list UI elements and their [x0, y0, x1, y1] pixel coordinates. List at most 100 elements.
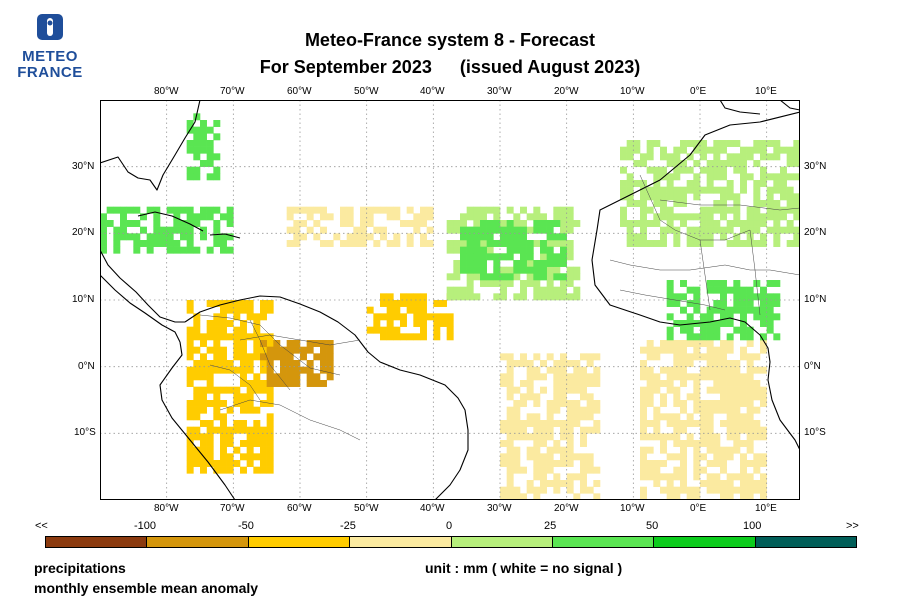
- anomaly-cell: [526, 253, 534, 261]
- anomaly-cell: [206, 426, 214, 434]
- anomaly-cell: [653, 220, 661, 227]
- anomaly-cell: [186, 173, 194, 181]
- anomaly-cell: [353, 233, 361, 241]
- anomaly-cell: [220, 313, 227, 321]
- anomaly-cell: [713, 386, 721, 394]
- anomaly-cell: [666, 180, 674, 187]
- anomaly-cell: [620, 220, 627, 227]
- anomaly-cell: [620, 180, 627, 187]
- anomaly-cell: [780, 193, 787, 201]
- anomaly-cell: [753, 380, 761, 387]
- anomaly-cell: [640, 366, 647, 374]
- anomaly-cell: [566, 266, 574, 274]
- anomaly-cell: [426, 240, 434, 247]
- lon-label-top-5: 30°W: [487, 86, 512, 97]
- anomaly-cell: [546, 466, 554, 474]
- anomaly-cell: [486, 246, 494, 254]
- anomaly-cell: [566, 280, 574, 287]
- anomaly-cell: [793, 226, 800, 234]
- anomaly-cell: [500, 293, 507, 301]
- anomaly-cell: [200, 393, 207, 401]
- anomaly-cell: [553, 220, 561, 227]
- anomaly-cell: [513, 246, 521, 254]
- anomaly-cells: [100, 113, 800, 500]
- anomaly-cell: [640, 406, 647, 414]
- anomaly-cell: [760, 473, 767, 481]
- anomaly-cell: [566, 453, 574, 461]
- anomaly-cell: [173, 246, 181, 254]
- anomaly-cell: [640, 240, 647, 247]
- anomaly-cell: [153, 220, 161, 227]
- anomaly-cell: [453, 293, 461, 301]
- anomaly-cell: [706, 166, 714, 174]
- anomaly-cell: [360, 233, 367, 241]
- anomaly-cell: [760, 293, 767, 301]
- anomaly-cell: [206, 366, 214, 374]
- anomaly-cell: [706, 206, 714, 214]
- anomaly-cell: [520, 393, 527, 401]
- anomaly-cell: [713, 353, 721, 361]
- anomaly-cell: [453, 220, 461, 227]
- anomaly-cell: [726, 406, 734, 414]
- anomaly-cell: [760, 306, 767, 314]
- anomaly-cell: [560, 220, 567, 227]
- anomaly-cell: [660, 486, 667, 494]
- anomaly-cell: [726, 186, 734, 194]
- anomaly-cell: [126, 233, 134, 241]
- anomaly-cell: [726, 386, 734, 394]
- anomaly-cell: [653, 406, 661, 414]
- colorbar-swatch-6: [654, 537, 756, 547]
- anomaly-cell: [666, 286, 674, 294]
- anomaly-cell: [293, 233, 301, 241]
- anomaly-cell: [386, 300, 394, 307]
- title-line1: Meteo-France system 8 - Forecast: [304, 30, 596, 50]
- anomaly-cell: [120, 206, 127, 214]
- anomaly-cell: [753, 480, 761, 487]
- anomaly-cell: [640, 386, 647, 394]
- anomaly-cell: [553, 400, 561, 407]
- colorbar-swatch-5: [552, 537, 655, 547]
- anomaly-cell: [193, 386, 201, 394]
- anomaly-cell: [726, 413, 734, 421]
- anomaly-cell: [540, 220, 547, 227]
- anomaly-cell: [733, 206, 741, 214]
- logo-text-line1: METEO: [22, 48, 78, 65]
- anomaly-cell: [760, 486, 767, 494]
- anomaly-cell: [693, 420, 701, 427]
- anomaly-cell: [233, 460, 241, 467]
- anomaly-cell: [173, 206, 181, 214]
- anomaly-cell: [553, 380, 561, 387]
- anomaly-cell: [420, 306, 427, 314]
- anomaly-cell: [653, 466, 661, 474]
- anomaly-cell: [520, 400, 527, 407]
- anomaly-cell: [573, 453, 581, 461]
- anomaly-cell: [186, 366, 194, 374]
- anomaly-cell: [520, 246, 527, 254]
- anomaly-cell: [460, 266, 467, 274]
- anomaly-cell: [753, 240, 761, 247]
- anomaly-cell: [713, 300, 721, 307]
- anomaly-cell: [660, 146, 667, 154]
- anomaly-cell: [100, 226, 107, 234]
- anomaly-cell: [793, 193, 800, 201]
- anomaly-cell: [746, 340, 754, 347]
- anomaly-cell: [680, 380, 687, 387]
- anomaly-cell: [700, 453, 707, 461]
- anomaly-cell: [706, 226, 714, 234]
- anomaly-cell: [673, 393, 681, 401]
- anomaly-cell: [546, 426, 554, 434]
- anomaly-cell: [633, 180, 641, 187]
- anomaly-cell: [286, 353, 294, 361]
- anomaly-cell: [513, 466, 521, 474]
- anomaly-cell: [253, 333, 261, 341]
- anomaly-cell: [566, 380, 574, 387]
- anomaly-cell: [420, 320, 427, 327]
- anomaly-cell: [660, 340, 667, 347]
- anomaly-cell: [780, 226, 787, 234]
- anomaly-cell: [226, 213, 234, 221]
- anomaly-cell: [786, 220, 794, 227]
- anomaly-cell: [473, 260, 481, 267]
- anomaly-cell: [660, 166, 667, 174]
- anomaly-cell: [640, 493, 647, 500]
- anomaly-cell: [200, 233, 207, 241]
